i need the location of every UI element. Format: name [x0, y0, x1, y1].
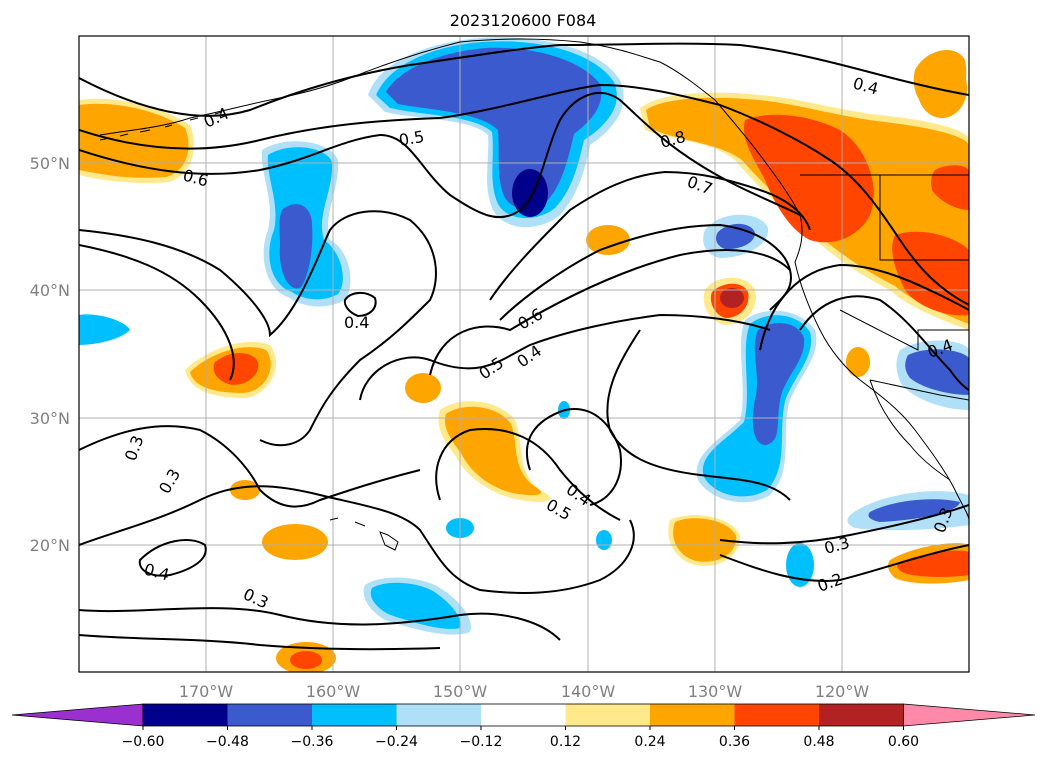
gridlines	[79, 36, 969, 672]
contour-0.3-southeast	[719, 504, 969, 545]
contour-0.5-mid	[429, 249, 791, 376]
colorbar-tick-label: −0.60	[122, 734, 165, 750]
positive-region-small-2	[586, 225, 630, 255]
contour-label: 0.5	[397, 127, 425, 150]
contour-0.6-south	[499, 223, 792, 321]
colorbar-segment	[565, 704, 650, 726]
contour-label: 0.4	[344, 313, 369, 332]
contour-0.5-north	[79, 83, 969, 306]
colorbar-extend-max	[903, 703, 1036, 727]
negative-region-west-edge	[79, 314, 130, 345]
positive-region-west-upper-light	[79, 103, 189, 178]
lat-tick-label: 40°N	[30, 281, 70, 300]
colorbar-tick-label: 0.48	[803, 734, 834, 750]
aleutian-arc	[99, 111, 223, 141]
hawaii-islands	[329, 517, 399, 551]
lon-tick-labels: 170°W 160°W 150°W 140°W 130°W 120°W	[179, 682, 870, 701]
negative-region-west-mid	[279, 204, 313, 289]
lat-tick-label: 30°N	[30, 409, 70, 428]
contour-0.2	[719, 544, 969, 582]
contour-0.4-south	[138, 539, 207, 577]
lon-tick-label: 170°W	[179, 682, 234, 701]
negative-region-small-1	[786, 543, 814, 587]
baja-coast	[869, 379, 951, 481]
colorbar-segment	[143, 704, 228, 726]
lat-tick-label: 20°N	[30, 536, 70, 555]
coastlines	[99, 38, 969, 551]
negative-region-baja-mid	[905, 349, 969, 395]
contour-0.3-west	[79, 425, 421, 508]
colorbar-frame	[142, 703, 904, 727]
colorbar-tick-label: −0.12	[460, 734, 503, 750]
negative-region-small-3	[596, 530, 612, 550]
colorbar-segment	[312, 704, 397, 726]
contour-0.4-west	[79, 244, 235, 381]
positive-region-small-3	[405, 373, 441, 403]
negative-region-california-mid	[752, 323, 805, 445]
contour-0.3-south	[79, 485, 635, 594]
negative-region-southeast-mid	[868, 499, 960, 522]
colorbar-segment	[227, 704, 312, 726]
colorbar-tick-label: −0.24	[375, 734, 418, 750]
contour-east-inner	[799, 295, 969, 391]
contour-0.4-lower	[79, 634, 441, 651]
alaska-coast	[99, 38, 969, 521]
colorbar-extend-min	[11, 703, 144, 727]
colorbar-segment	[819, 704, 904, 726]
positive-region-subtropic-west-mid	[213, 353, 259, 385]
lat-tick-labels: 50°N 40°N 30°N 20°N	[30, 154, 70, 555]
colorbar: −0.60 −0.48 −0.36 −0.24 −0.12 0.12 0.24 0.36 0.4…	[11, 703, 1036, 750]
negative-region-gulf-mid	[386, 47, 602, 209]
positive-region-south-east-mid	[897, 550, 969, 577]
us-state-border-1	[879, 175, 969, 261]
us-state-border-2	[839, 309, 969, 351]
colorbar-tick-label: 0.12	[550, 734, 581, 750]
lon-tick-label: 120°W	[815, 682, 870, 701]
colorbar-segment	[650, 704, 735, 726]
contour-lines	[79, 42, 969, 651]
contour-0.6-north	[79, 91, 801, 219]
positive-region-oregon-core	[720, 288, 744, 308]
negative-core-gulf	[512, 169, 548, 217]
lon-tick-label: 150°W	[433, 682, 488, 701]
mexico-border	[869, 379, 969, 401]
colorbar-segment	[734, 704, 819, 726]
contour-0.3-lower	[79, 607, 561, 641]
positive-region-bc-mid	[744, 114, 874, 243]
map-frame	[78, 35, 970, 673]
contour-0.4-central	[435, 428, 621, 521]
colorbar-segment	[481, 704, 566, 726]
map-title: 2023120600 F084	[450, 11, 597, 30]
contour-0.7	[489, 170, 811, 301]
positive-region-small-6	[290, 651, 322, 669]
contour-0.4-mid	[359, 313, 771, 401]
positive-region-small-8	[917, 58, 967, 118]
contour-0.5-west	[79, 210, 437, 447]
colorbar-tick-label: −0.36	[291, 734, 334, 750]
lon-tick-label: 140°W	[561, 682, 616, 701]
colorbar-tick-label: 0.24	[634, 734, 665, 750]
lon-tick-label: 160°W	[306, 682, 361, 701]
map-area: 0.4 0.5 0.6 0.4 0.8 0.7 0.4 0.6 0.5 0.4 …	[79, 36, 969, 672]
colorbar-tick-label: 0.60	[888, 734, 919, 750]
contour-0.4-north	[79, 42, 969, 117]
positive-region-east-upper-mid	[931, 165, 969, 210]
lat-tick-label: 50°N	[30, 154, 70, 173]
colorbar-tick-label: 0.36	[719, 734, 750, 750]
colorbar-segment	[396, 704, 481, 726]
positive-region-central-light	[444, 406, 541, 496]
positive-region-small-1	[262, 524, 328, 560]
contour-0.5-central	[525, 408, 622, 506]
lon-tick-label: 130°W	[688, 682, 743, 701]
contour-0.4-loop	[343, 292, 377, 318]
contour-0.3-east	[606, 329, 791, 501]
positive-region-small-7	[846, 347, 870, 377]
positive-region-southeast-pac-light	[673, 518, 737, 562]
positive-region-small-4	[230, 480, 260, 500]
colorbar-tick-label: −0.48	[206, 734, 249, 750]
shaded-fields	[79, 37, 969, 672]
contour-east-outer	[759, 263, 969, 351]
